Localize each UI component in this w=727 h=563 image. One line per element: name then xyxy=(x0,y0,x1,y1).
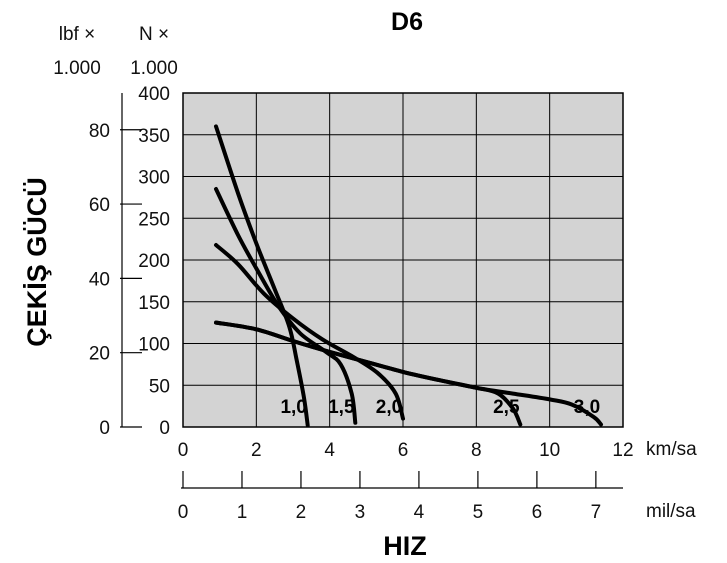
y-axis-title: ÇEKİŞ GÜCÜ xyxy=(22,177,52,347)
y-primary-tick-label: 0 xyxy=(159,418,170,439)
curve-label: 1,5 xyxy=(328,397,355,418)
chart-title: D6 xyxy=(391,8,423,36)
y-secondary-tick-label: 0 xyxy=(99,418,110,439)
x-primary-unit: km/sa xyxy=(646,439,697,460)
x-secondary-tick-label: 2 xyxy=(296,502,307,523)
plot-area: 1,0 1,5 2,0 2,5 3,0 xyxy=(182,92,624,428)
y-secondary-tick-label: 80 xyxy=(89,121,110,142)
curve-1-5 xyxy=(214,187,358,425)
curve-2-0 xyxy=(214,243,405,421)
curve-label: 3,0 xyxy=(574,397,600,418)
x-secondary-tick-label: 1 xyxy=(237,502,248,523)
x-secondary-tick-label: 7 xyxy=(591,502,602,523)
x-secondary-tick-label: 5 xyxy=(473,502,484,523)
x-secondary-tick-label: 6 xyxy=(532,502,543,523)
x-primary-tick-label: 10 xyxy=(539,440,560,461)
curve-label: 1,0 xyxy=(280,397,306,418)
y-primary-tick-label: 300 xyxy=(138,168,170,189)
x-primary-tick-label: 2 xyxy=(251,440,262,461)
y-primary-tick-label: 50 xyxy=(149,376,170,397)
x-secondary-unit: mil/sa xyxy=(646,501,696,522)
x-primary-tick-label: 4 xyxy=(324,440,335,461)
y-secondary-tick-label: 60 xyxy=(89,195,110,216)
y-secondary-unit-line2: 1.000 xyxy=(53,58,101,79)
curves xyxy=(214,124,603,428)
x-secondary-tick-label: 4 xyxy=(414,502,425,523)
x-axis-secondary: 0 1 2 3 4 5 6 7 xyxy=(178,471,623,523)
x-secondary-tick-label: 0 xyxy=(178,502,189,523)
y-axis-primary: 0 50 100 150 200 250 300 350 400 xyxy=(138,84,170,439)
curve-3-0 xyxy=(214,320,603,427)
y-primary-tick-label: 350 xyxy=(138,126,170,147)
y-primary-tick-label: 200 xyxy=(138,251,170,272)
x-secondary-tick-label: 3 xyxy=(355,502,366,523)
curve-label: 2,0 xyxy=(376,397,402,418)
y-primary-tick-label: 400 xyxy=(138,84,170,105)
x-primary-tick-label: 6 xyxy=(398,440,409,461)
y-primary-tick-label: 150 xyxy=(138,293,170,314)
y-primary-unit-line2: 1.000 xyxy=(130,58,178,79)
curve-labels: 1,0 1,5 2,0 2,5 3,0 xyxy=(280,397,600,418)
x-axis-primary: 0 2 4 6 8 10 12 xyxy=(178,440,634,461)
x-axis-title: HIZ xyxy=(383,531,427,561)
gridlines xyxy=(183,93,623,427)
y-secondary-tick-label: 20 xyxy=(89,344,110,365)
y-primary-tick-label: 100 xyxy=(138,335,170,356)
x-primary-tick-label: 0 xyxy=(178,440,189,461)
y-secondary-unit-line1: lbf × xyxy=(59,24,95,45)
y-primary-unit-line1: N × xyxy=(139,24,169,45)
x-primary-tick-label: 8 xyxy=(471,440,482,461)
curve-label: 2,5 xyxy=(493,397,520,418)
x-primary-tick-label: 12 xyxy=(612,440,633,461)
curve-1-0 xyxy=(214,124,310,428)
y-primary-tick-label: 250 xyxy=(138,209,170,230)
y-axis-secondary: 0 20 40 60 80 xyxy=(89,93,142,439)
y-secondary-tick-label: 40 xyxy=(89,269,110,290)
